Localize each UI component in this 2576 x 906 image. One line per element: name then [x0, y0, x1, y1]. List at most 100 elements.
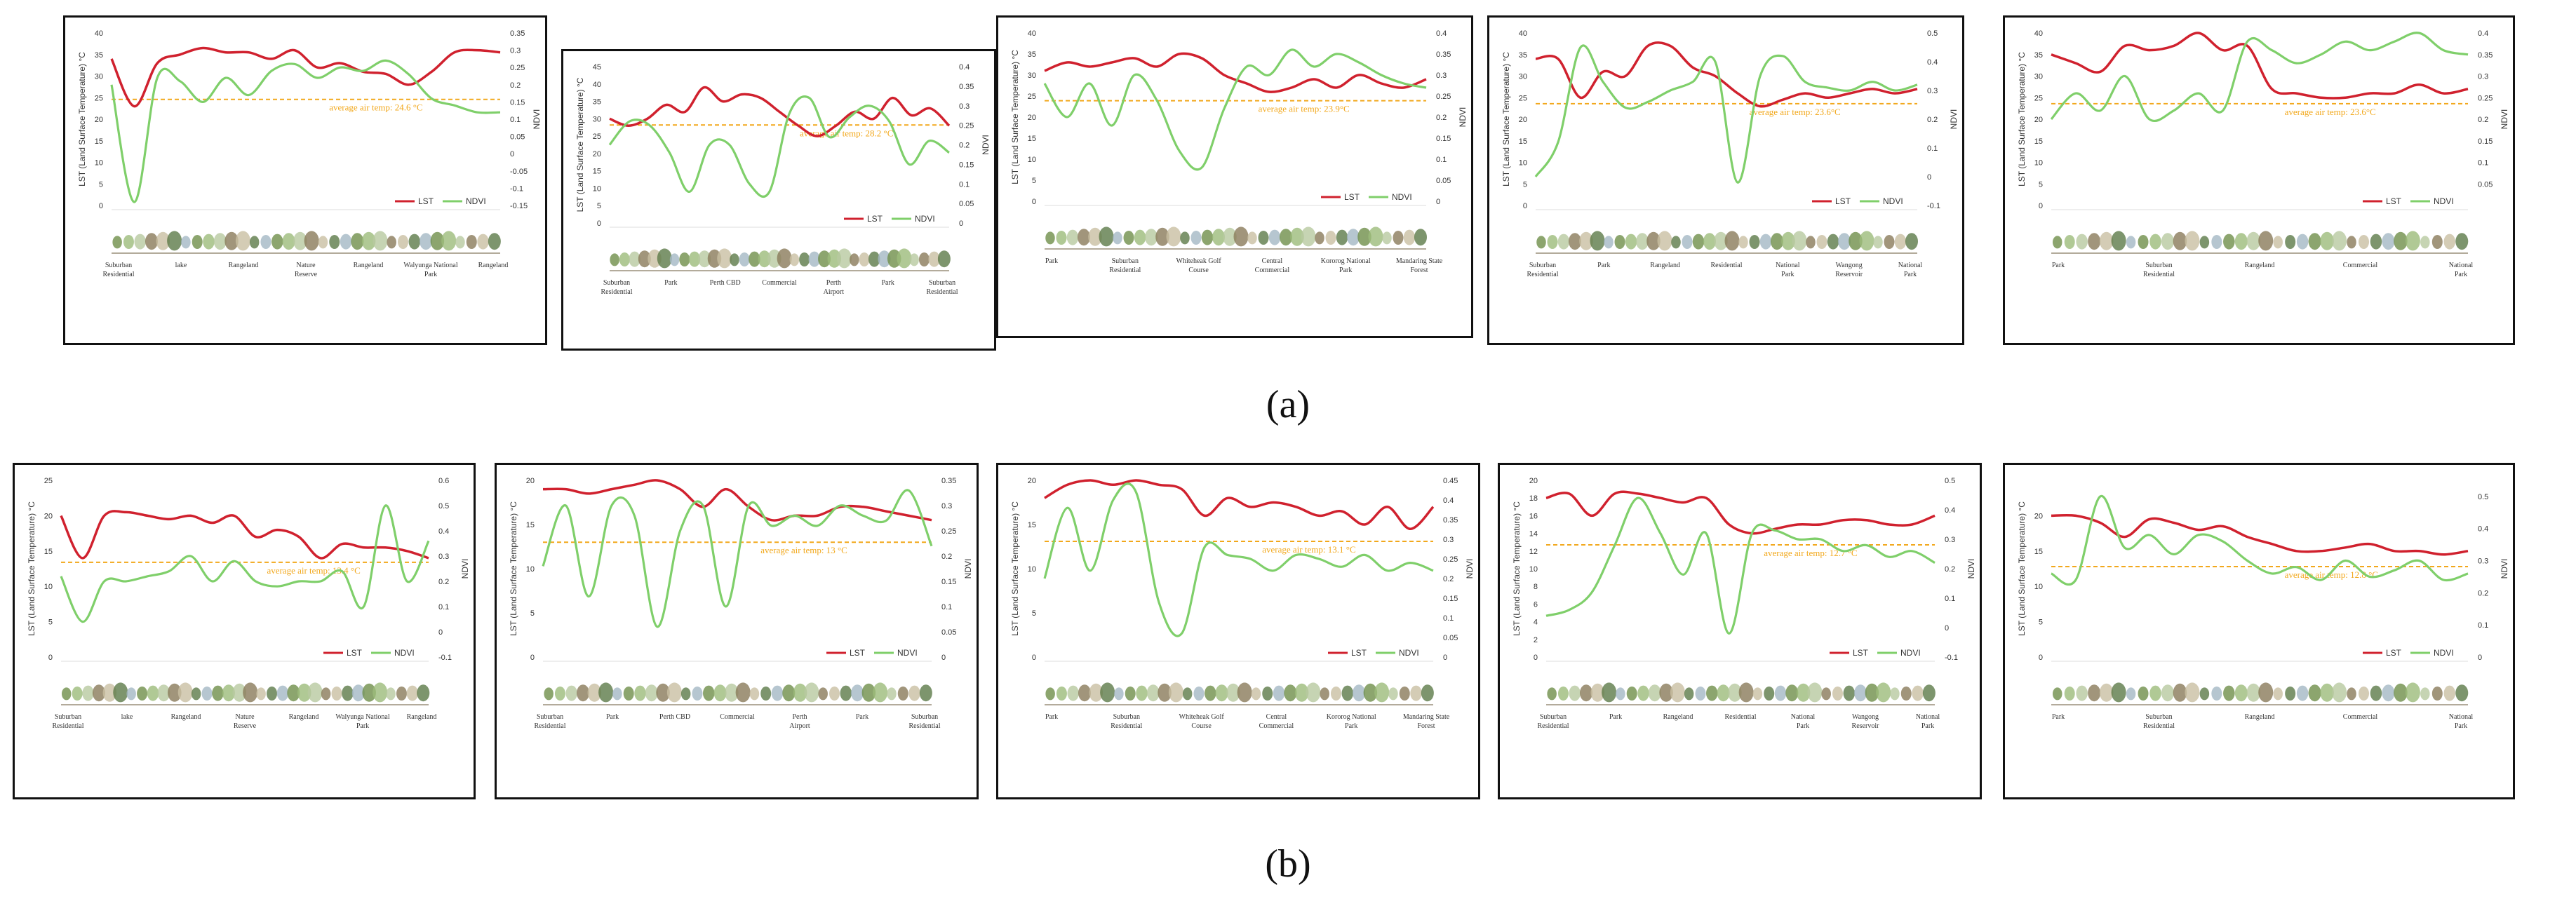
landuse-tree — [2258, 231, 2274, 251]
y2-axis-title: NDVI — [1949, 109, 1959, 130]
landuse-tree — [1854, 684, 1867, 702]
legend-ndvi-label: NDVI — [897, 648, 918, 658]
landuse-tree — [717, 248, 732, 269]
landuse-tree — [1890, 687, 1900, 701]
y-tick-label: 15 — [2034, 137, 2043, 146]
air-temp-label: average air temp: 23.9°C — [1259, 104, 1350, 114]
landuse-tree — [1315, 231, 1324, 245]
y2-tick-label: 0.2 — [1436, 114, 1447, 122]
landuse-tree — [256, 687, 266, 701]
ndvi-line — [2051, 495, 2469, 586]
y2-tick-label: 0.05 — [1443, 634, 1458, 642]
y2-axis-title: NDVI — [532, 109, 542, 130]
landuse-tree — [1771, 233, 1783, 250]
y-tick-label: 10 — [1519, 159, 1527, 168]
legend-ndvi-label: NDVI — [466, 196, 486, 206]
landuse-tree — [1223, 227, 1237, 246]
y2-axis-title: NDVI — [460, 559, 470, 579]
landuse-tree — [1684, 687, 1694, 701]
landuse-tree — [587, 683, 602, 702]
y2-tick-label: 0.15 — [959, 161, 974, 169]
chart-panel-b1: 0 5 10 15 20 25 -0.1 0 0.1 0.2 0.3 0.4 0.5 0.6 LST (La… — [13, 463, 476, 799]
y2-tick-label: 0.3 — [1945, 536, 1955, 544]
landuse-tree — [2076, 234, 2088, 250]
landuse-tree — [818, 250, 831, 268]
landuse-tree — [861, 683, 876, 702]
landuse-tree — [2347, 236, 2356, 249]
y2-tick-label: 0.25 — [510, 64, 525, 72]
landuse-label: Residential — [1711, 262, 1743, 269]
landuse-tree — [92, 684, 105, 702]
landuse-tree — [112, 236, 122, 249]
landuse-tree — [2455, 684, 2469, 702]
landuse-label: Park — [1597, 262, 1610, 269]
landuse-tree — [2223, 685, 2235, 701]
chart-svg: 0 5 10 15 20 0 0.05 0.1 0.15 0.2 0.25 0.3 0.35 LST (L… — [509, 477, 973, 730]
landuse-tree — [477, 234, 489, 250]
landuse-tree — [897, 687, 908, 701]
y-tick-label: 20 — [526, 477, 535, 485]
landuse-tree — [1816, 235, 1827, 249]
landuse-tree — [1580, 684, 1593, 702]
legend-lst-label: LST — [1835, 196, 1851, 206]
y-tick-label: 35 — [2034, 51, 2043, 60]
landuse-tree — [1569, 233, 1581, 250]
y-tick-label: 0 — [597, 219, 601, 228]
row-label-a: (a) — [1266, 383, 1310, 426]
y2-tick-label: 0.2 — [1927, 116, 1938, 124]
landuse-label: National — [1898, 262, 1923, 269]
y-tick-label: 0 — [99, 202, 103, 210]
landuse-label: Nature — [296, 262, 316, 269]
y2-tick-label: -0.15 — [510, 202, 528, 210]
landuse-label: Park — [1345, 722, 1357, 730]
landuse-tree — [1320, 687, 1329, 701]
lst-line — [1044, 52, 1427, 93]
y2-tick-label: 0.25 — [941, 527, 956, 536]
landuse-tree — [2370, 234, 2382, 250]
landuse-label: Residential — [909, 722, 941, 730]
lst-line — [1545, 490, 1936, 535]
landuse-label: Residential — [1538, 722, 1569, 730]
landuse-tree — [1125, 687, 1136, 701]
landuse-tree — [282, 233, 295, 250]
legend-lst-label: LST — [347, 648, 363, 658]
landuse-label: Commercial — [1255, 266, 1290, 274]
y-tick-label: 0 — [2039, 202, 2043, 210]
chart-svg: 0 2 4 6 8 10 12 14 16 18 20 -0.1 0 0.1 0.2 0.3 0.4 0.5 LST… — [1512, 477, 1976, 730]
y-tick-label: 20 — [95, 116, 103, 124]
y2-tick-label: 0.1 — [2478, 159, 2488, 168]
y-tick-label: 20 — [2034, 512, 2043, 520]
y-axis-title: LST (Land Surface Temperature) °C — [1010, 50, 1020, 184]
y2-tick-label: 0.1 — [438, 603, 449, 611]
landuse-tree — [2332, 231, 2347, 251]
landuse-tree — [441, 231, 457, 251]
landuse-tree — [1859, 231, 1874, 251]
landuse-label: Perth CBD — [659, 713, 690, 721]
landuse-tree — [2088, 233, 2101, 250]
landuse-tree — [692, 687, 703, 701]
landuse-tree — [1821, 687, 1831, 701]
landuse-label: Kororog National — [1327, 713, 1376, 721]
y2-tick-label: 0.2 — [2478, 589, 2488, 597]
y-tick-label: 15 — [44, 548, 53, 556]
landuse-tree — [212, 685, 224, 701]
landuse-tree — [224, 231, 239, 250]
y-tick-label: 25 — [1519, 94, 1527, 102]
landuse-tree — [1695, 687, 1706, 701]
landuse-tree — [758, 250, 771, 268]
y-tick-label: 15 — [1028, 521, 1036, 529]
landuse-tree — [2296, 234, 2309, 250]
landuse-tree — [1134, 229, 1146, 245]
landuse-tree — [2149, 234, 2161, 250]
y2-tick-label: -0.05 — [510, 168, 528, 176]
landuse-label: Residential — [53, 722, 84, 730]
landuse-label: Nature — [235, 713, 255, 721]
landuse-tree — [2405, 231, 2420, 251]
y2-tick-label: 0.15 — [510, 98, 525, 107]
landuse-tree — [1294, 683, 1309, 702]
landuse-tree — [2320, 231, 2334, 250]
landuse-label: Residential — [1527, 271, 1559, 278]
landuse-tree — [293, 231, 307, 250]
landuse-label: Reserve — [234, 722, 257, 730]
landuse-label: Airport — [789, 722, 810, 730]
